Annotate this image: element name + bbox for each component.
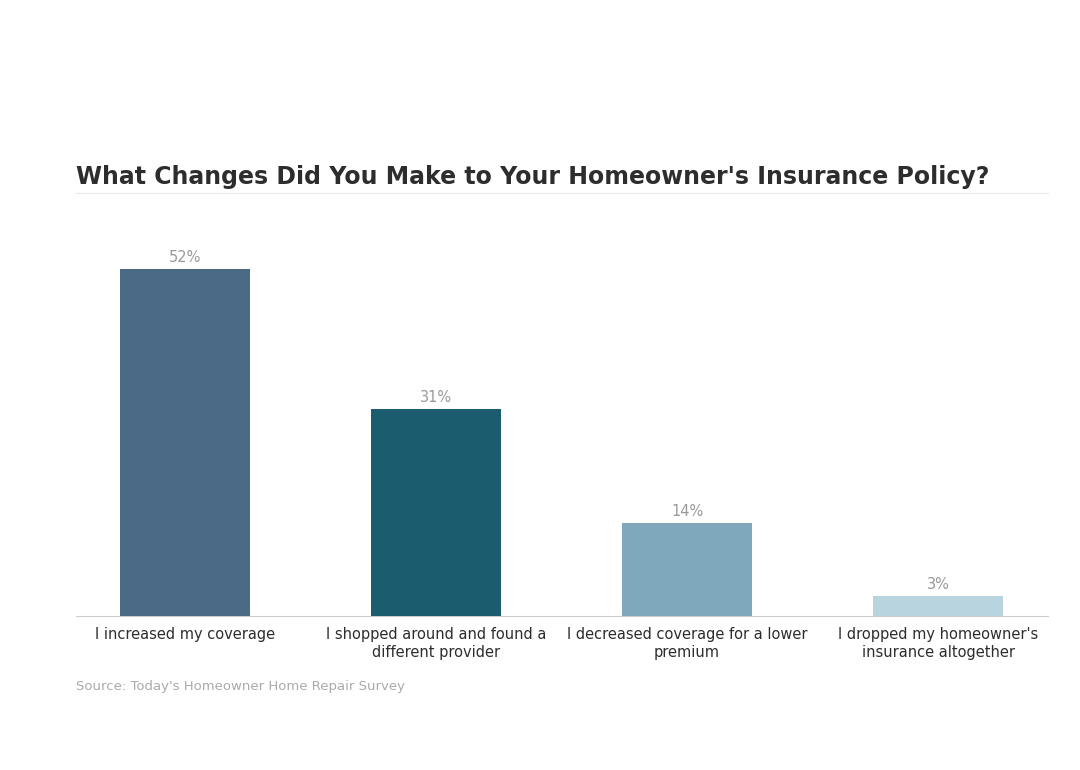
Bar [370,409,501,616]
Text: 52%: 52% [168,250,201,265]
Text: Source: Today's Homeowner Home Repair Survey: Source: Today's Homeowner Home Repair Su… [76,680,405,693]
Text: 3%: 3% [927,577,949,592]
Bar [873,596,1003,616]
Bar [120,269,251,616]
Text: What Changes Did You Make to Your Homeowner's Insurance Policy?: What Changes Did You Make to Your Homeow… [76,165,989,189]
Text: 14%: 14% [671,504,703,518]
Text: 31%: 31% [420,390,453,405]
Bar [622,523,753,616]
